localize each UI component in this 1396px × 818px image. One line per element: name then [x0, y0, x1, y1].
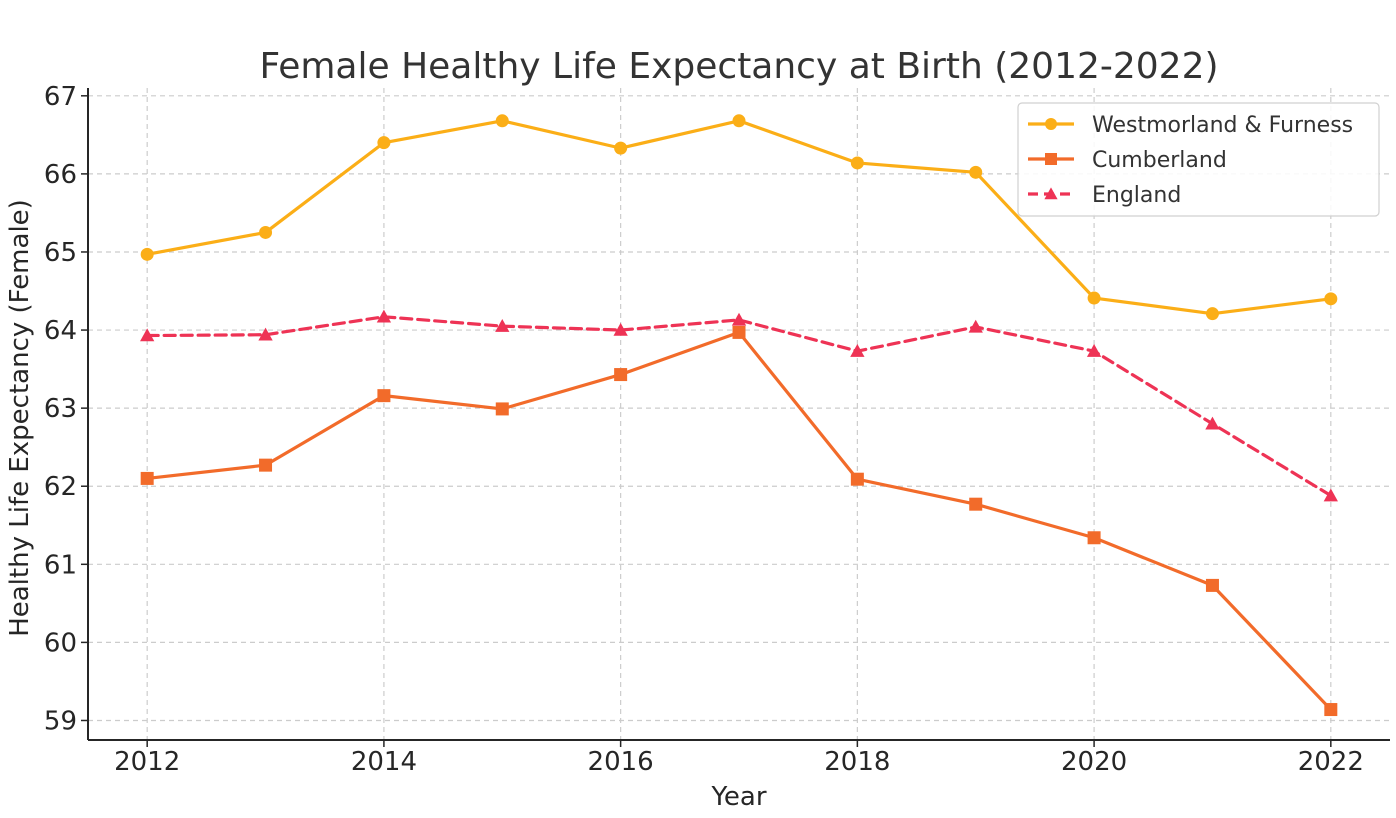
y-tick-label: 62 [44, 472, 77, 502]
data-point [1205, 416, 1220, 430]
data-point [1087, 531, 1101, 545]
x-tick-label: 2022 [1298, 747, 1364, 777]
data-point [1324, 292, 1338, 306]
grid-lines [88, 88, 1390, 740]
legend-marker [1045, 153, 1057, 165]
data-point [732, 114, 746, 128]
data-point [614, 141, 628, 155]
y-tick-label: 63 [44, 394, 77, 424]
data-point [1087, 291, 1101, 305]
y-axis-title: Healthy Life Expectancy (Female) [5, 199, 35, 637]
data-point [969, 497, 983, 511]
data-point [259, 458, 273, 472]
y-tick-label: 64 [44, 316, 77, 346]
data-point [495, 114, 509, 128]
data-series [140, 114, 1338, 717]
y-tick-label: 61 [44, 550, 77, 580]
data-point [1324, 703, 1338, 717]
legend-label: Cumberland [1092, 148, 1227, 173]
data-point [377, 136, 391, 150]
data-point [495, 319, 510, 332]
legend-label: England [1092, 183, 1181, 208]
legend-label: Westmorland & Furness [1092, 113, 1353, 138]
y-tick-label: 59 [44, 706, 77, 736]
legend-marker [1044, 187, 1058, 200]
y-tick-label: 67 [44, 82, 77, 112]
data-point [732, 325, 746, 339]
x-tick-label: 2020 [1061, 747, 1127, 777]
data-point [259, 225, 273, 239]
data-point [377, 389, 391, 403]
data-point [376, 309, 392, 323]
data-point [1205, 307, 1219, 321]
data-point [140, 247, 154, 261]
data-point [850, 472, 864, 486]
x-axis-title: Year [710, 782, 766, 812]
data-point [1086, 343, 1102, 357]
data-point [140, 471, 154, 485]
data-point [1323, 488, 1338, 502]
axes [81, 88, 1390, 747]
legend-marker [1045, 118, 1057, 130]
legend: Westmorland & Furness Cumberland England [1017, 102, 1380, 217]
y-tick-label: 60 [44, 628, 77, 658]
x-tick-label: 2012 [114, 747, 180, 777]
legend-box [1017, 102, 1380, 217]
data-point [614, 368, 628, 382]
x-tick-label: 2018 [824, 747, 890, 777]
y-tick-label: 65 [44, 238, 77, 268]
y-tick-label: 66 [44, 160, 77, 190]
data-point [140, 328, 155, 342]
chart-title: Female Healthy Life Expectancy at Birth … [259, 46, 1218, 87]
data-point [969, 165, 983, 179]
data-point [968, 319, 983, 333]
data-point [1205, 578, 1219, 592]
x-tick-label: 2016 [588, 747, 654, 777]
tick-labels: 2012 2014 2016 2018 2020 2022 59 60 61 62 63 64 65 66… [44, 82, 1364, 777]
data-point [613, 322, 628, 336]
data-point [850, 343, 865, 357]
data-point [731, 312, 747, 326]
data-point [495, 402, 509, 416]
data-point [258, 327, 273, 341]
data-point [850, 156, 864, 170]
x-tick-label: 2014 [351, 747, 417, 777]
